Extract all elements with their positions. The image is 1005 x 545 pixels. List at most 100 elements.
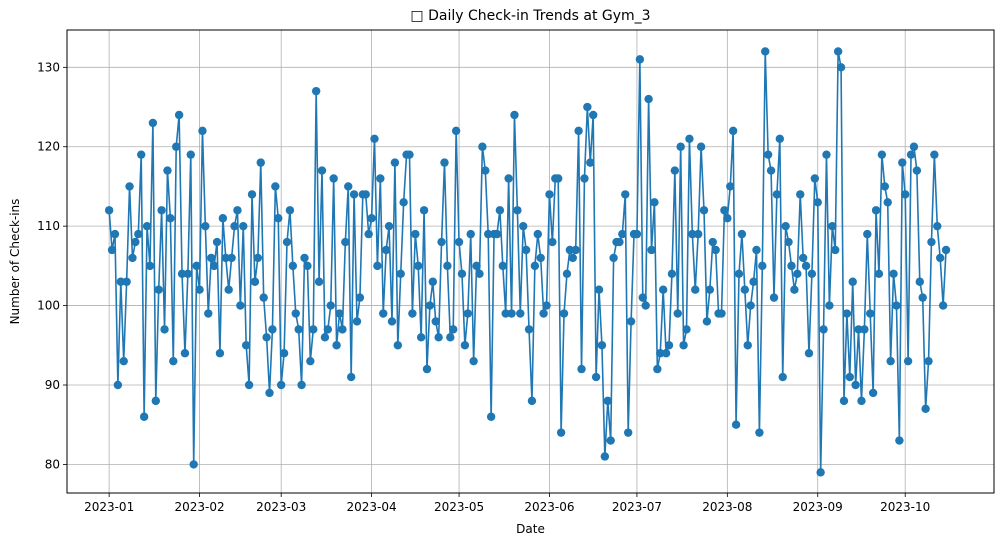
data-point [936, 253, 945, 263]
data-point [134, 229, 143, 239]
data-point [883, 198, 892, 207]
data-point [122, 277, 131, 286]
data-point [819, 325, 828, 334]
data-point [186, 150, 195, 159]
data-point [868, 388, 878, 398]
data-point [699, 206, 709, 215]
data-point [104, 206, 114, 215]
data-point [813, 198, 822, 207]
data-point [542, 301, 551, 310]
data-point [160, 325, 169, 334]
data-point [758, 261, 767, 271]
plot-frame [66, 29, 995, 494]
data-point [874, 269, 884, 279]
data-point [796, 190, 805, 199]
data-point [390, 158, 400, 167]
data-point [711, 245, 720, 255]
data-point [367, 214, 376, 223]
data-point [588, 110, 598, 120]
data-point [898, 158, 907, 167]
data-point [373, 261, 382, 271]
data-point [533, 229, 542, 239]
data-point [615, 237, 624, 247]
x-tick-label: 2023-01 [84, 500, 134, 514]
data-point [731, 420, 741, 429]
data-point [454, 237, 464, 247]
data-point [510, 110, 519, 120]
data-point [749, 277, 758, 286]
data-point [157, 206, 166, 215]
data-point [419, 206, 429, 215]
data-point [790, 285, 799, 294]
data-point [804, 349, 814, 358]
data-point [653, 364, 662, 374]
data-point [472, 261, 481, 271]
data-point [451, 126, 461, 136]
data-point [691, 285, 700, 294]
data-point [276, 380, 286, 390]
data-point [274, 214, 283, 223]
data-point [434, 333, 443, 342]
data-point [507, 309, 516, 318]
data-point [726, 182, 735, 191]
data-point [285, 206, 295, 215]
data-point [449, 325, 458, 334]
data-point [623, 428, 633, 437]
data-point [183, 269, 193, 279]
data-point [559, 309, 569, 318]
data-point [174, 110, 184, 120]
data-point [221, 253, 230, 263]
data-point [486, 412, 496, 421]
data-point [309, 325, 318, 334]
data-point [256, 158, 265, 167]
data-point [317, 166, 327, 175]
data-point [717, 309, 726, 318]
data-point [332, 341, 341, 350]
data-point [326, 301, 335, 310]
data-point [737, 229, 747, 239]
data-point [478, 142, 487, 151]
data-point [431, 317, 440, 326]
data-point [195, 285, 204, 294]
data-point [250, 277, 260, 286]
data-point [562, 269, 572, 279]
data-point [586, 158, 595, 167]
data-point [282, 237, 292, 247]
data-point [504, 174, 513, 183]
data-point [941, 245, 951, 255]
data-point [151, 396, 160, 406]
data-point [571, 245, 580, 255]
data-point [192, 261, 201, 271]
data-point [673, 309, 682, 318]
x-tick-label: 2023-06 [524, 500, 574, 514]
data-point [568, 253, 577, 263]
data-point [344, 182, 353, 191]
x-tick-label: 2023-03 [256, 500, 306, 514]
data-point [892, 301, 901, 310]
data-point [405, 150, 414, 159]
data-point [863, 229, 872, 239]
data-point [145, 261, 155, 271]
data-point [521, 245, 531, 255]
data-point [603, 396, 612, 406]
data-point [606, 436, 615, 445]
data-point [279, 349, 289, 358]
data-point [396, 269, 405, 279]
data-point [241, 341, 251, 350]
data-point [341, 237, 350, 247]
data-point [877, 150, 887, 159]
data-point [457, 269, 467, 279]
x-tick-label: 2023-10 [880, 500, 930, 514]
data-point [927, 237, 936, 247]
data-point [903, 356, 913, 366]
data-point [842, 309, 852, 318]
data-point [825, 301, 834, 310]
data-point [119, 356, 128, 366]
data-point [909, 142, 919, 151]
data-point [311, 86, 321, 96]
data-point [268, 325, 277, 334]
data-point [574, 126, 583, 136]
data-point [857, 396, 866, 406]
data-point [437, 237, 446, 247]
